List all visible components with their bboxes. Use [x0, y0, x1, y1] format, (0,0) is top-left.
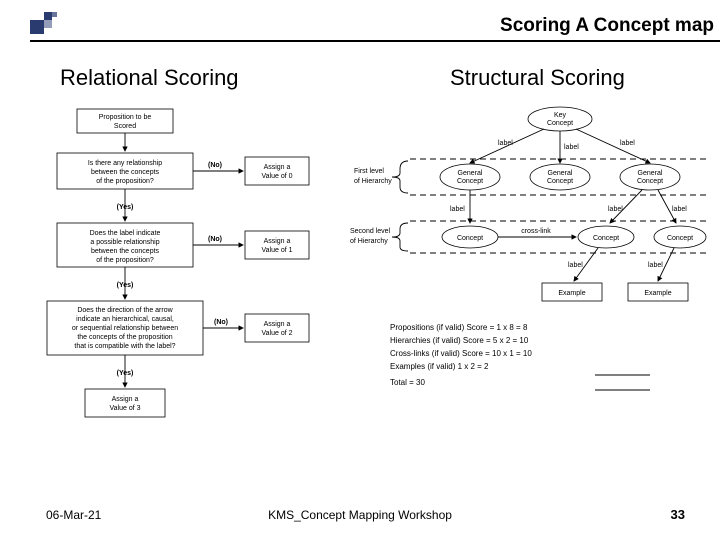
- svg-text:label: label: [648, 262, 663, 269]
- svg-text:Value of 0: Value of 0: [261, 173, 292, 180]
- svg-text:Is there any relationship: Is there any relationship: [88, 160, 162, 167]
- svg-text:of the proposition?: of the proposition?: [96, 178, 154, 185]
- svg-text:(No): (No): [208, 236, 222, 243]
- score-row: Examples (if valid) 1 x 2 = 2: [390, 362, 489, 371]
- svg-text:that is compatible with the la: that is compatible with the label?: [74, 343, 175, 350]
- svg-text:or sequential relationship bet: or sequential relationship between: [72, 325, 178, 332]
- svg-text:Does the label indicate: Does the label indicate: [90, 230, 161, 237]
- svg-text:Second level: Second level: [350, 228, 391, 235]
- svg-text:Example: Example: [644, 290, 671, 297]
- svg-text:Concept: Concept: [547, 120, 573, 127]
- svg-text:Concept: Concept: [457, 235, 483, 242]
- svg-text:Assign a: Assign a: [112, 396, 139, 403]
- right-column-title: Structural Scoring: [450, 65, 625, 91]
- svg-text:Example: Example: [558, 290, 585, 297]
- svg-text:(No): (No): [208, 162, 222, 169]
- slide-header: Scoring A Concept map: [30, 10, 720, 42]
- svg-text:label: label: [498, 140, 513, 147]
- svg-text:of the proposition?: of the proposition?: [96, 257, 154, 264]
- svg-text:of Hierarchy: of Hierarchy: [350, 238, 388, 245]
- svg-text:Does the direction of the arro: Does the direction of the arrow: [77, 307, 173, 314]
- svg-text:the concepts of the propositio: the concepts of the proposition: [77, 334, 172, 341]
- score-row: Cross-links (if valid) Score = 10 x 1 = …: [390, 349, 532, 358]
- svg-text:label: label: [672, 206, 687, 213]
- start-l1: Proposition to be: [99, 114, 152, 121]
- footer-center: KMS_Concept Mapping Workshop: [0, 508, 720, 522]
- svg-text:Assign a: Assign a: [264, 321, 291, 328]
- svg-text:Concept: Concept: [547, 178, 573, 185]
- score-row: Propositions (if valid) Score = 1 x 8 = …: [390, 323, 528, 332]
- l1-label-1: First level: [354, 168, 384, 175]
- svg-text:(No): (No): [214, 319, 228, 326]
- svg-text:between the concepts: between the concepts: [91, 169, 160, 176]
- svg-text:Assign a: Assign a: [264, 164, 291, 171]
- svg-text:Key: Key: [554, 112, 567, 119]
- left-column-title: Relational Scoring: [60, 65, 239, 91]
- page-number: 33: [671, 507, 685, 522]
- relational-flowchart: Proposition to be Scored Is there any re…: [35, 105, 335, 475]
- structural-diagram: Key Concept label label label First leve…: [350, 105, 710, 475]
- svg-text:Value of 1: Value of 1: [261, 247, 292, 254]
- svg-text:label: label: [568, 262, 583, 269]
- svg-text:(Yes): (Yes): [117, 370, 134, 377]
- svg-text:cross-link: cross-link: [521, 228, 551, 235]
- svg-text:(Yes): (Yes): [117, 204, 134, 211]
- svg-text:General: General: [638, 170, 663, 177]
- svg-text:label: label: [450, 206, 465, 213]
- svg-text:Assign a: Assign a: [264, 238, 291, 245]
- svg-text:Value of 2: Value of 2: [261, 330, 292, 337]
- svg-text:Concept: Concept: [593, 235, 619, 242]
- svg-text:General: General: [548, 170, 573, 177]
- svg-text:label: label: [564, 144, 579, 151]
- svg-text:Concept: Concept: [457, 178, 483, 185]
- svg-text:Concept: Concept: [637, 178, 663, 185]
- svg-text:label: label: [608, 206, 623, 213]
- svg-text:Concept: Concept: [667, 235, 693, 242]
- svg-text:indicate an hierarchical, caus: indicate an hierarchical, causal,: [76, 316, 174, 323]
- svg-text:(Yes): (Yes): [117, 282, 134, 289]
- score-row: Hierarchies (if valid) Score = 5 x 2 = 1…: [390, 336, 529, 345]
- svg-text:a possible relationship: a possible relationship: [90, 239, 159, 246]
- slide-title: Scoring A Concept map: [500, 15, 714, 37]
- svg-text:Value of 3: Value of 3: [109, 405, 140, 412]
- svg-text:General: General: [458, 170, 483, 177]
- svg-text:label: label: [620, 140, 635, 147]
- svg-text:Scored: Scored: [114, 123, 136, 130]
- svg-text:between the concepts: between the concepts: [91, 248, 160, 255]
- score-row: Total = 30: [390, 378, 425, 387]
- svg-text:of Hierarchy: of Hierarchy: [354, 178, 392, 185]
